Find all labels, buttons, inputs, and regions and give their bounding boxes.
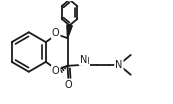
Text: H: H <box>83 57 89 66</box>
Text: O: O <box>65 80 72 90</box>
Text: O: O <box>52 28 60 38</box>
Polygon shape <box>67 25 72 38</box>
Text: O: O <box>52 66 60 76</box>
Text: N: N <box>80 55 87 65</box>
Text: N: N <box>115 60 122 70</box>
